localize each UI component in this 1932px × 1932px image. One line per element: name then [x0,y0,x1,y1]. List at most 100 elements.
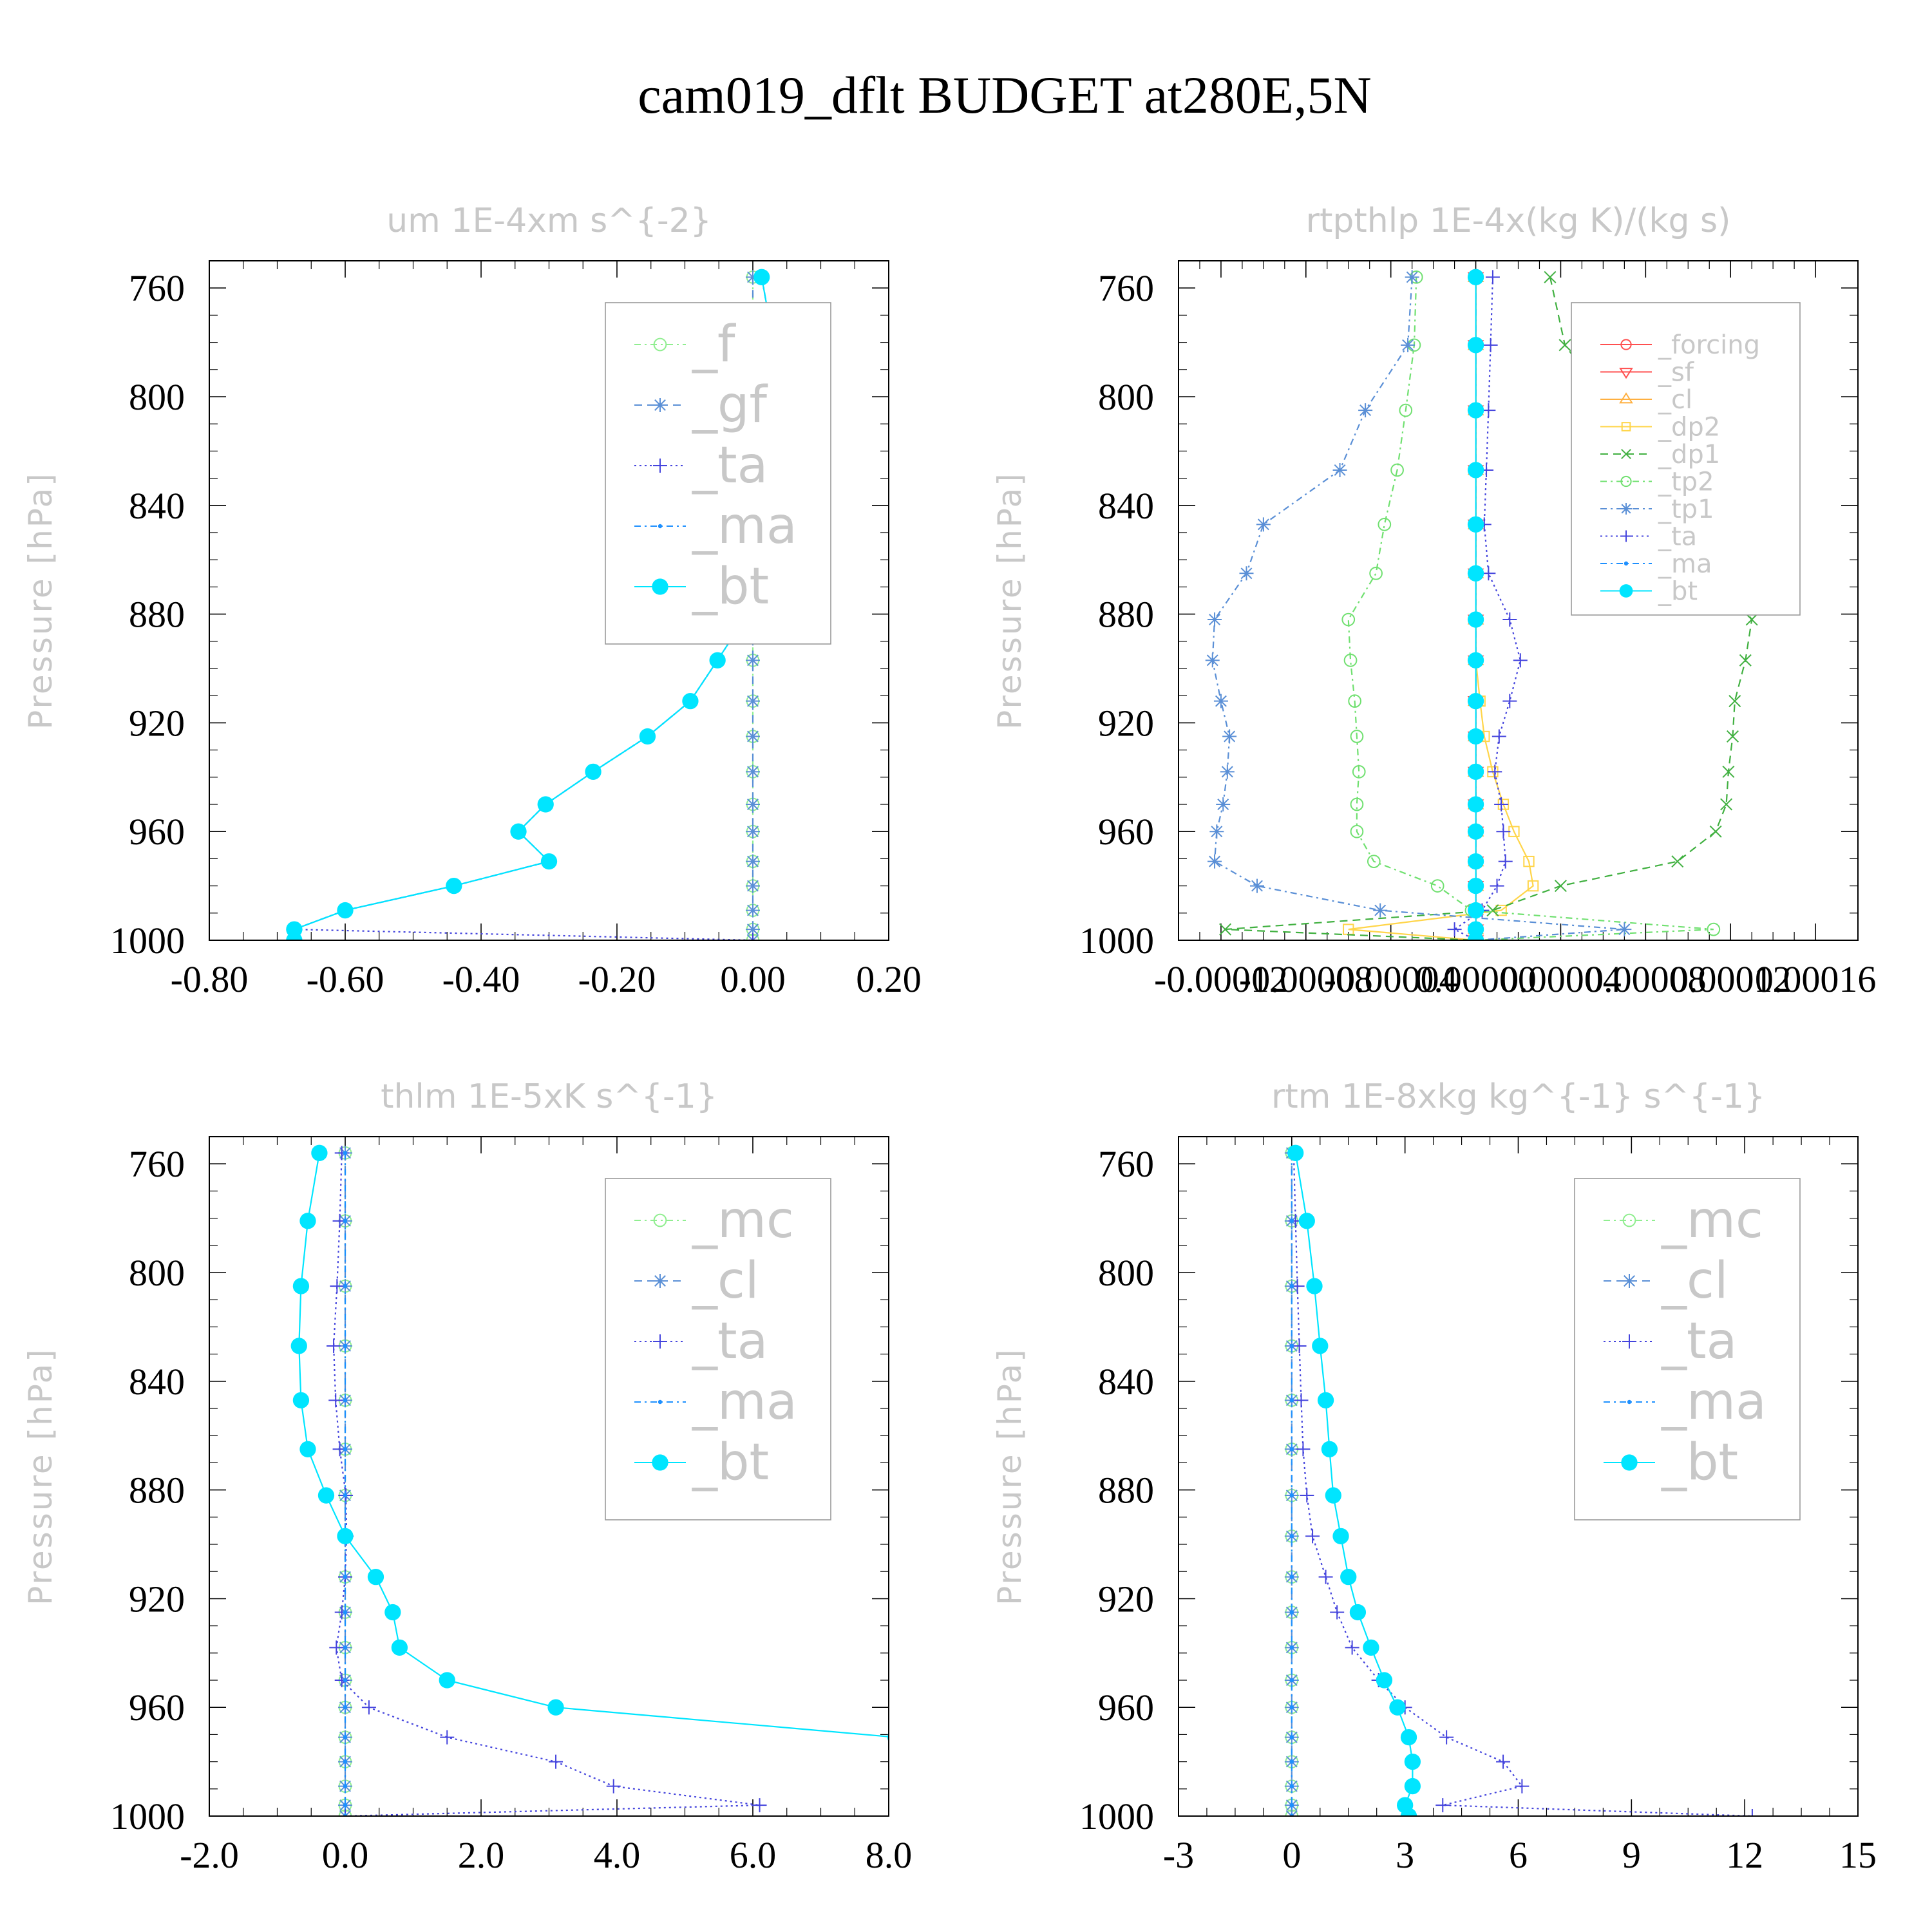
y-tick-label: 800 [1098,376,1154,418]
data-point-bt [367,1568,384,1586]
data-point-tp2 [1369,566,1383,580]
x-tick-label: -0.00012 [1154,958,1288,1000]
data-point-bt [1261,1754,1277,1770]
data-point-dp1 [1558,339,1571,352]
legend: _forcing_sf_cl_dp2_dp1_tp2_tp1_ta_ma_bt [1571,302,1801,616]
y-tick-label: 760 [129,1143,185,1185]
data-point-ma [343,1645,348,1650]
data-point-tp2 [1390,463,1404,477]
data-point-ma [1289,1534,1294,1539]
data-point-ta [1496,1754,1511,1769]
legend-label: _bt [1658,577,1698,607]
legend-marker [1620,503,1632,515]
data-point-ta [1447,922,1462,937]
data-point-ma [343,1705,348,1710]
panel-title: rtm 1E-8xkg kg^{-1} s^{-1} [1271,1077,1765,1116]
data-point-bt [1467,269,1484,285]
data-point-bt [1467,796,1484,813]
data-point-bt [1467,877,1484,895]
data-point-bt [1340,1568,1357,1586]
panel-title: thlm 1E-5xK s^{-1} [381,1077,717,1116]
series-line-ta [1453,277,1521,940]
legend-marker [653,337,667,352]
data-point-ma [343,1575,348,1579]
x-tick-label: 15 [1839,1834,1877,1876]
data-point-ma [1289,1735,1294,1739]
data-point-ta [1345,1640,1359,1655]
panel-title: rtpthlp 1E-4x(kg K)/(kg s) [1306,202,1731,240]
legend-marker [1621,449,1631,459]
data-point-bt [1376,1672,1393,1689]
data-point-ta [1435,1798,1450,1813]
plot-frame [209,1136,889,1817]
data-point-gf [746,729,760,744]
data-point-ta [330,1279,345,1294]
y-tick-label: 880 [1098,594,1154,636]
data-point-gf [746,878,760,893]
data-point-ta [1492,729,1506,744]
series-line-bt [1294,1153,1414,1816]
legend-marker [1622,1334,1636,1349]
data-point-ta [1494,797,1509,811]
y-tick-label: 920 [1098,702,1154,744]
legend-marker [652,578,668,595]
figure-title: cam019_dflt BUDGET at280E,5N [638,66,1371,124]
data-point-ma [1289,1283,1294,1289]
data-point-gf [746,694,760,708]
data-point-dp1 [1739,654,1752,667]
data-point-ma [343,1735,348,1739]
data-point-bt [299,1441,316,1457]
data-point-dp1 [1728,695,1741,708]
data-point-ma [343,1610,348,1615]
legend-marker [653,398,667,412]
data-point-ta [1502,612,1517,627]
data-point-bt [1467,337,1484,354]
plot-frame [1178,260,1859,941]
data-point-bt [1467,611,1484,628]
data-point-tp1 [1216,797,1231,811]
x-tick-label: 4.0 [594,1834,641,1876]
legend-marker [1622,1274,1636,1288]
data-point-bt [540,853,558,870]
data-point-ma [1289,1759,1294,1764]
data-point-bt [1467,853,1484,870]
data-point-bt [1404,1777,1421,1795]
data-point-ta [1490,878,1504,893]
x-tick-label: -0.00008 [1239,958,1373,1000]
legend-marker [1621,1454,1638,1471]
x-tick-label: -0.20 [578,958,656,1000]
x-tick-label: 3 [1396,1834,1414,1876]
data-point-ma [343,1343,348,1349]
data-point-ta [1305,1529,1320,1544]
y-tick-label: 800 [129,1252,185,1294]
x-tick-label: 0 [1282,1834,1301,1876]
legend-label: _cl [692,1252,759,1310]
data-point-bt [439,1672,455,1689]
data-point-gf [746,270,760,285]
data-point-ma [343,1447,348,1452]
x-tick-label: 0.00000 [1415,958,1537,1000]
data-point-bt [290,1338,307,1354]
data-point-gf [746,764,760,779]
x-tick-label: -0.80 [171,958,249,1000]
x-tick-label: 6 [1509,1834,1528,1876]
data-point-gf [746,903,760,918]
legend-label: _bt [1661,1434,1738,1492]
data-point-tp1 [1209,824,1224,839]
legend-marker [1622,1213,1636,1227]
y-axis-label: Pressure [hPa] [22,1347,59,1605]
data-point-bt [1317,1392,1334,1408]
panel-title: um 1E-4xm s^{-2} [386,202,712,240]
legend-label: _dp1 [1658,440,1720,469]
x-tick-label: 0.00 [720,958,786,1000]
data-point-tp1 [1208,854,1222,869]
data-point-ta [746,933,760,940]
x-tick-label: 9 [1622,1834,1641,1876]
data-point-tp1 [1256,517,1271,532]
data-point-bt [1467,402,1484,419]
data-point-ta [338,1809,352,1816]
y-tick-label: 1000 [110,1795,185,1837]
legend-label: _ma [692,1373,797,1431]
legend: _mc_cl_ta_ma_bt [605,1178,831,1520]
data-point-ta [328,1393,343,1408]
